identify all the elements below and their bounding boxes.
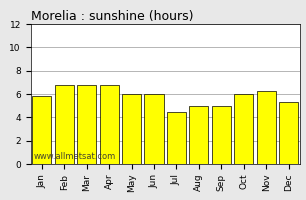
Bar [55, 85, 74, 164]
Text: www.allmetsat.com: www.allmetsat.com [33, 152, 116, 161]
Bar [144, 94, 163, 164]
Bar [77, 85, 96, 164]
Bar [279, 102, 298, 164]
Bar [212, 106, 231, 164]
Text: Morelia : sunshine (hours): Morelia : sunshine (hours) [31, 10, 193, 23]
Bar [167, 112, 186, 164]
Bar [189, 106, 208, 164]
Bar [234, 94, 253, 164]
Bar [122, 94, 141, 164]
Bar [257, 90, 276, 164]
Bar [100, 85, 119, 164]
Bar [32, 96, 51, 164]
